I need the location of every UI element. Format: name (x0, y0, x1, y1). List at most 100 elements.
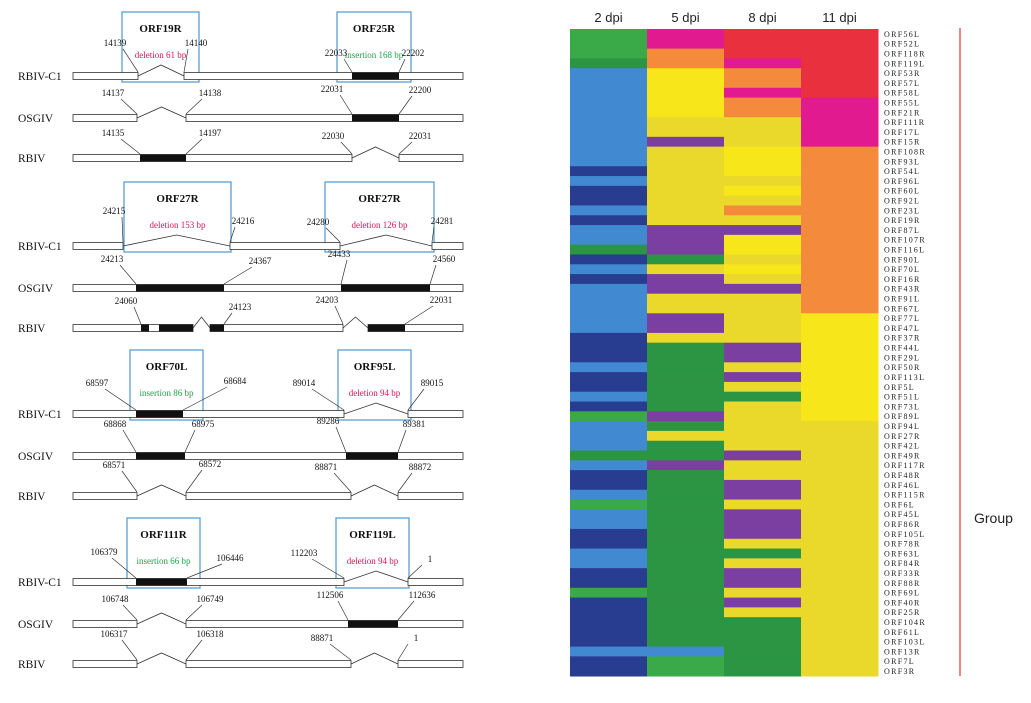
heatmap-cell (647, 470, 725, 481)
heatmap-cell (647, 176, 725, 187)
position-leader (397, 600, 415, 621)
heatmap-cell (801, 156, 879, 167)
heatmap-cell (647, 362, 725, 373)
position-label: 106749 (197, 594, 225, 604)
gene-label: ORF90L (884, 255, 920, 264)
heatmap-cell (724, 597, 802, 608)
heatmap-cell (801, 244, 879, 255)
position-leader (398, 58, 406, 73)
heatmap-cell (570, 666, 648, 677)
deletion-splice (339, 234, 433, 247)
heatmap-cell (724, 176, 802, 187)
heatmap-cell (801, 381, 879, 393)
genome-row-osgiv: OSGIV 14137 14138 22031 22200 (18, 84, 464, 125)
position-label: 68684 (224, 376, 247, 386)
heatmap-cell (647, 293, 725, 304)
heatmap-cell (801, 430, 879, 442)
genome-track (398, 154, 464, 162)
heatmap-cell (801, 313, 879, 324)
orf-title: ORF19R (139, 23, 182, 35)
position-label: 14138 (199, 88, 222, 98)
gene-label: ORF84R (884, 559, 921, 568)
gene-label: ORF57L (884, 79, 920, 88)
deletion-label: deletion 153 bp (150, 220, 206, 230)
gene-label: ORF105L (884, 530, 926, 539)
gene-label: ORF3R (884, 667, 915, 676)
heatmap-cell (647, 391, 725, 403)
position-leader (121, 470, 138, 493)
gene-label: ORF89L (884, 412, 920, 421)
position-leader (229, 226, 236, 243)
heatmap-cell (647, 577, 725, 589)
position-label: 68975 (192, 419, 215, 429)
heatmap-cell (647, 450, 725, 461)
strain-label: OSGIV (18, 283, 54, 295)
heatmap-cell (724, 411, 802, 422)
gene-label: ORF42L (884, 442, 920, 451)
heatmap-cell (647, 499, 725, 510)
heatmap-cell (724, 225, 802, 236)
position-leader (397, 643, 409, 661)
heatmap-cell (647, 421, 725, 432)
genome-track (72, 660, 138, 668)
genome-row-rbiv: RBIV 106317 106318 88871 1 (18, 629, 464, 671)
heatmap-cell (647, 274, 725, 285)
gene-label: ORF16R (884, 275, 921, 284)
position-label: 89381 (403, 419, 426, 429)
genome-track (72, 154, 353, 162)
heatmap-cell (724, 440, 802, 452)
position-label: 24367 (249, 256, 272, 266)
position-label: 24215 (103, 206, 126, 216)
heatmap-cell (801, 48, 879, 59)
heatmap-cell (724, 87, 802, 99)
position-label: 112506 (317, 590, 344, 600)
position-label: 22031 (321, 84, 344, 94)
heatmap-cell (801, 597, 879, 608)
genome-row-rbiv: RBIV 68571 68572 88871 88872 (18, 459, 464, 503)
orf-title: ORF70L (146, 361, 188, 373)
strain-label: RBIV (18, 153, 46, 165)
position-label: 14197 (199, 128, 222, 138)
heatmap-cell (724, 479, 802, 491)
heatmap-cell (570, 195, 648, 206)
genome-row-osgiv: OSGIV 68868 68975 89286 89381 (18, 416, 464, 463)
insertion-block (352, 114, 399, 122)
gene-label: ORF108R (884, 147, 926, 156)
heatmap-cell (570, 205, 648, 216)
deletion-splice (350, 484, 399, 497)
position-leader (184, 429, 196, 453)
deletion-label: deletion 94 bp (349, 388, 401, 398)
genome-track (431, 242, 464, 250)
heatmap-cell (724, 568, 802, 579)
heatmap-cell (647, 156, 725, 167)
heatmap-cell (570, 68, 648, 79)
diagram-panel-2: ORF27R deletion 153 bp ORF27R deletion 126 … (18, 181, 464, 335)
gene-label: ORF61L (884, 628, 920, 637)
insertion-label: insertion 86 bp (140, 388, 194, 398)
heatmap-cell (801, 568, 879, 579)
position-leader (311, 558, 345, 579)
heatmap-cell (570, 352, 648, 363)
gene-label: ORF29L (884, 353, 920, 362)
heatmap-cell (570, 489, 648, 501)
heatmap-cell (647, 489, 725, 501)
heatmap-cell (647, 509, 725, 520)
deletion-splice (136, 612, 187, 625)
gene-label: ORF70L (884, 265, 920, 274)
position-leader (429, 264, 437, 285)
heatmap-cell (801, 450, 879, 461)
region-box (337, 349, 412, 421)
heatmap-cell (801, 185, 879, 197)
position-leader (337, 600, 349, 621)
heatmap-cell (724, 234, 802, 246)
heatmap-cell (801, 225, 879, 236)
position-label: 106748 (102, 594, 130, 604)
heatmap-cell (724, 303, 802, 314)
position-label: 88872 (409, 462, 432, 472)
heatmap-cell (801, 519, 879, 530)
heatmap-cell (570, 185, 648, 197)
gene-label: ORF54L (884, 167, 920, 176)
gene-label: ORF48R (884, 471, 921, 480)
heatmap-cell (647, 352, 725, 363)
